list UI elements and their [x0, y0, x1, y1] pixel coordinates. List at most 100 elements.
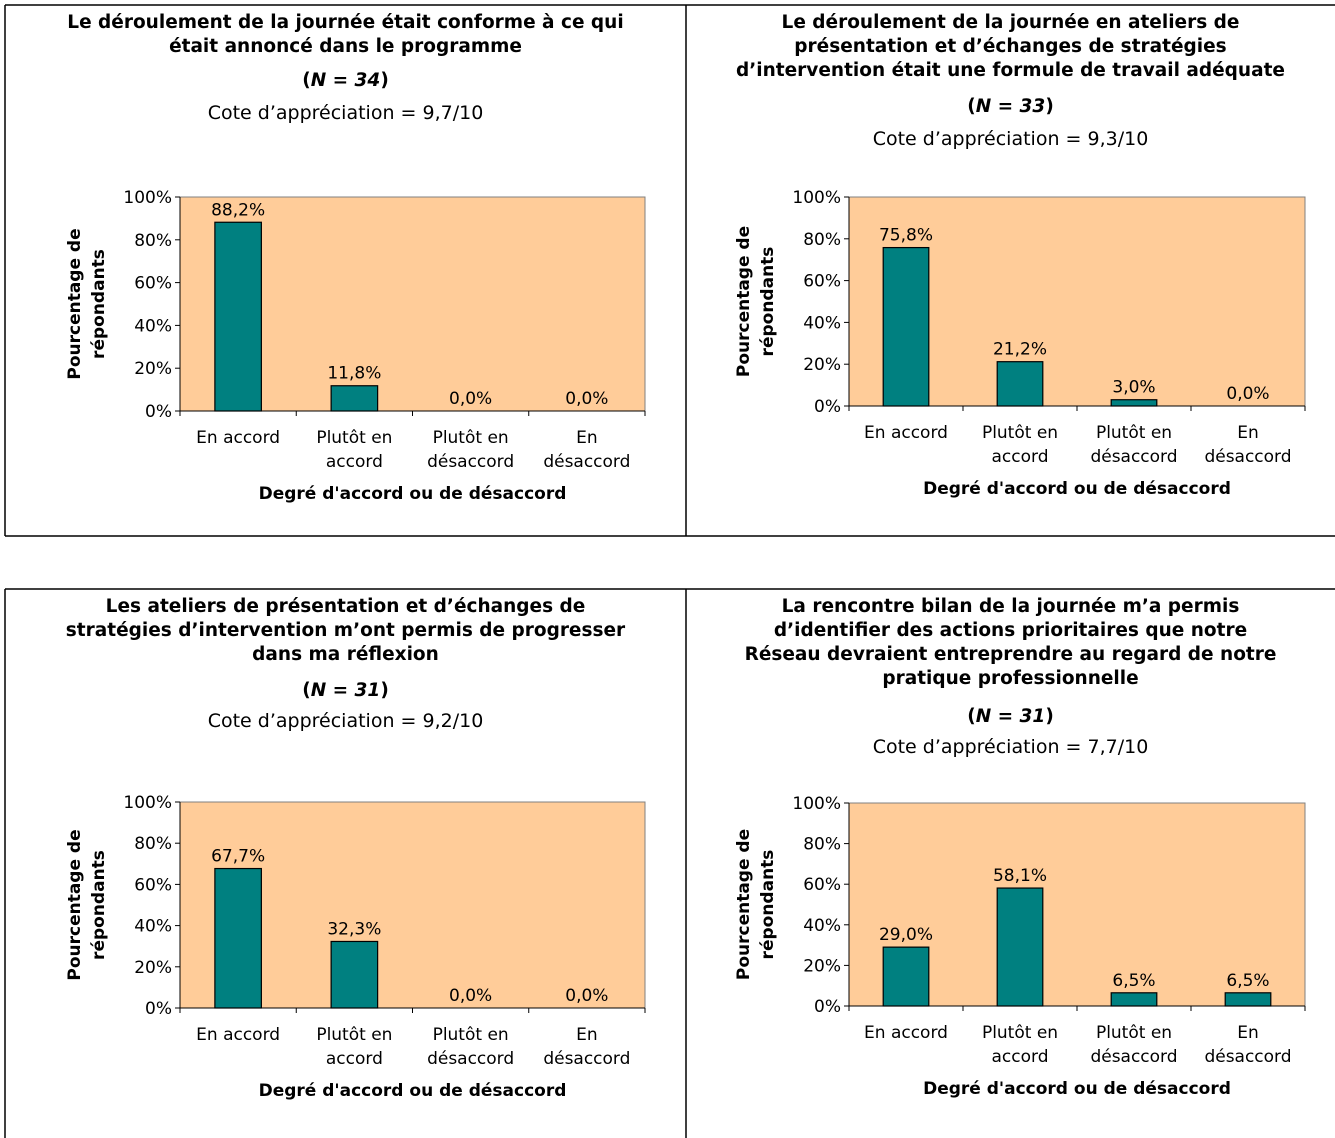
- data-label: 58,1%: [993, 866, 1047, 886]
- category-label: désaccord: [1204, 1047, 1291, 1067]
- bar: [1224, 992, 1272, 1007]
- category-label: désaccord: [427, 452, 514, 472]
- category-label: Plutôt en: [1096, 423, 1172, 443]
- data-label: 0,0%: [565, 986, 608, 1006]
- y-tick-label: 20%: [803, 956, 841, 976]
- sample-size-open: (: [302, 680, 311, 701]
- bar: [214, 867, 262, 1009]
- y-tick-label: 100%: [792, 794, 841, 814]
- y-tick-label: 20%: [134, 359, 172, 379]
- category-label: désaccord: [543, 452, 630, 472]
- x-axis-title: Degré d'accord ou de désaccord: [923, 1079, 1231, 1099]
- y-tick-label: 20%: [803, 355, 841, 375]
- category-label: désaccord: [1090, 1047, 1177, 1067]
- data-label: 67,7%: [211, 847, 265, 867]
- y-tick-label: 100%: [123, 188, 172, 208]
- y-tick-label: 80%: [134, 834, 172, 854]
- category-label: Plutôt en: [433, 428, 509, 448]
- bar-chart: 0% 20% 40% 60% 80% 100% Pourcentage de répondan…: [65, 793, 646, 1101]
- sample-size: (N = 33): [686, 95, 1335, 119]
- data-label: 3,0%: [1112, 378, 1155, 398]
- bar-chart: 0% 20% 40% 60% 80% 100% Pourcentage de répondan…: [65, 188, 646, 504]
- y-axis-title: Pourcentage de: [734, 226, 754, 377]
- category-label: désaccord: [543, 1049, 630, 1069]
- sample-size: (N = 31): [686, 705, 1335, 729]
- category-label: désaccord: [1090, 447, 1177, 467]
- chart-panel-3: Les ateliers de présentation et d’échang…: [5, 589, 686, 1138]
- category-label: Plutôt en: [1096, 1023, 1172, 1043]
- category-label: désaccord: [1204, 447, 1291, 467]
- chart-title: Le déroulement de la journée en ateliers…: [736, 12, 1285, 81]
- data-label: 0,0%: [449, 389, 492, 409]
- data-label: 0,0%: [449, 986, 492, 1006]
- category-label: accord: [992, 1047, 1049, 1067]
- y-axis-title: Pourcentage de: [65, 228, 85, 379]
- appreciation-score: Cote d’appréciation = 7,7/10: [872, 736, 1149, 758]
- y-tick-label: 0%: [145, 402, 172, 422]
- y-tick-label: 60%: [134, 274, 172, 294]
- chart-panel-1: Le déroulement de la journée était confo…: [5, 5, 686, 536]
- y-axis-title: Pourcentage de: [65, 829, 85, 980]
- y-tick-label: 80%: [134, 231, 172, 251]
- y-tick-label: 60%: [134, 875, 172, 895]
- sample-size-open: (: [967, 96, 976, 117]
- x-axis-title: Degré d'accord ou de désaccord: [259, 484, 567, 504]
- sample-size-close: ): [1045, 96, 1054, 117]
- y-axis-title: Pourcentage de: [734, 829, 754, 980]
- category-label: En accord: [864, 423, 948, 443]
- appreciation-score: Cote d’appréciation = 9,7/10: [207, 102, 484, 124]
- chart-title: Le déroulement de la journée était confo…: [67, 12, 624, 57]
- y-tick-label: 0%: [814, 997, 841, 1017]
- data-label: 0,0%: [1226, 384, 1269, 404]
- sample-size-value: N = 31: [975, 706, 1046, 727]
- category-label: accord: [326, 1049, 383, 1069]
- data-label: 32,3%: [327, 919, 381, 939]
- category-label: Plutôt en: [982, 1023, 1058, 1043]
- sample-size-close: ): [380, 680, 389, 701]
- category-label: En: [1237, 1023, 1259, 1043]
- sample-size-value: N = 31: [310, 680, 381, 701]
- y-tick-label: 80%: [803, 835, 841, 855]
- y-axis-title: répondants: [89, 249, 109, 359]
- x-axis-title: Degré d'accord ou de désaccord: [259, 1081, 567, 1101]
- y-tick-label: 60%: [803, 272, 841, 292]
- y-axis-title: répondants: [758, 247, 778, 357]
- sample-size-value: N = 33: [975, 96, 1046, 117]
- y-tick-label: 40%: [134, 917, 172, 937]
- sample-size-close: ): [380, 70, 389, 91]
- bar: [996, 361, 1044, 407]
- sample-size-open: (: [302, 70, 311, 91]
- category-label: accord: [992, 447, 1049, 467]
- data-label: 11,8%: [327, 364, 381, 384]
- y-axis-title: répondants: [758, 850, 778, 960]
- bar-chart: 0% 20% 40% 60% 80% 100% Pourcentage de répondan…: [734, 188, 1306, 499]
- bar: [996, 887, 1044, 1007]
- data-label: 6,5%: [1226, 971, 1269, 991]
- chart-panel-2: Le déroulement de la journée en ateliers…: [686, 5, 1335, 536]
- category-label: Plutôt en: [316, 428, 392, 448]
- category-label: En accord: [196, 1025, 280, 1045]
- chart-title: Les ateliers de présentation et d’échang…: [65, 596, 626, 665]
- bar: [1110, 399, 1158, 407]
- appreciation-score: Cote d’appréciation = 9,2/10: [207, 710, 484, 732]
- data-label: 75,8%: [879, 226, 933, 246]
- data-label: 29,0%: [879, 925, 933, 945]
- y-tick-label: 0%: [814, 397, 841, 417]
- bar: [882, 246, 930, 407]
- bar: [214, 221, 262, 412]
- y-tick-label: 100%: [123, 793, 172, 813]
- y-axis-title: répondants: [89, 850, 109, 960]
- category-label: En accord: [864, 1023, 948, 1043]
- category-label: En: [576, 428, 598, 448]
- y-tick-label: 0%: [145, 999, 172, 1019]
- y-tick-label: 80%: [803, 230, 841, 250]
- bar: [330, 385, 379, 412]
- chart-panel-4: La rencontre bilan de la journée m’a per…: [686, 589, 1335, 1138]
- x-axis-title: Degré d'accord ou de désaccord: [923, 479, 1231, 499]
- data-label: 21,2%: [993, 340, 1047, 360]
- sample-size-open: (: [967, 706, 976, 727]
- sample-size-close: ): [1045, 706, 1054, 727]
- category-label: accord: [326, 452, 383, 472]
- data-label: 6,5%: [1112, 971, 1155, 991]
- data-label: 88,2%: [211, 200, 265, 220]
